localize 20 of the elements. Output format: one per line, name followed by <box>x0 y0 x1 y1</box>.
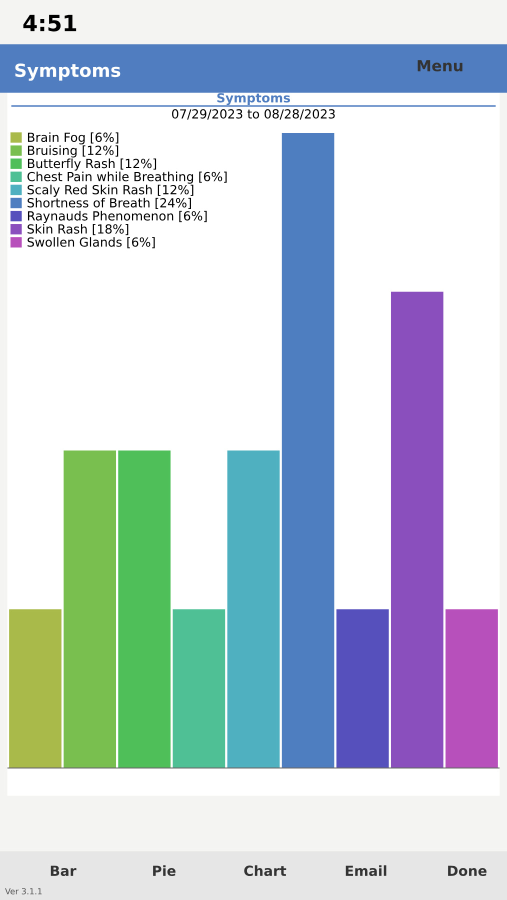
legend-label: Scaly Red Skin Rash [12%] <box>28 184 194 197</box>
legend-label: Shortness of Breath [24%] <box>28 198 191 209</box>
text: 4:51 <box>23 14 76 32</box>
legend-label: Chest Pain while Breathing [6%] <box>27 172 227 184</box>
text: Email <box>346 865 386 876</box>
legend-label: Raynauds Phenomenon [6%] <box>28 210 207 224</box>
legend-label: Butterfly Rash [12%] <box>28 158 156 171</box>
chart-title: Symptoms <box>217 93 290 106</box>
legend-label: Brain Fog [6%] <box>28 132 118 144</box>
text: Bar <box>50 866 76 876</box>
text: Done <box>448 866 487 876</box>
chart-subtitle: 07/29/2023 to 08/28/2023 <box>172 109 335 120</box>
text: Chart <box>244 865 286 876</box>
text: Ver 3.1.1 <box>5 888 42 894</box>
legend-label: Skin Rash [18%] <box>28 224 128 236</box>
text: Symptoms <box>15 63 120 81</box>
text: Pie <box>153 865 176 876</box>
legend-label: Swollen Glands [6%] <box>28 237 155 248</box>
text: Menu <box>418 60 462 72</box>
legend-label: Bruising [12%] <box>28 145 118 158</box>
